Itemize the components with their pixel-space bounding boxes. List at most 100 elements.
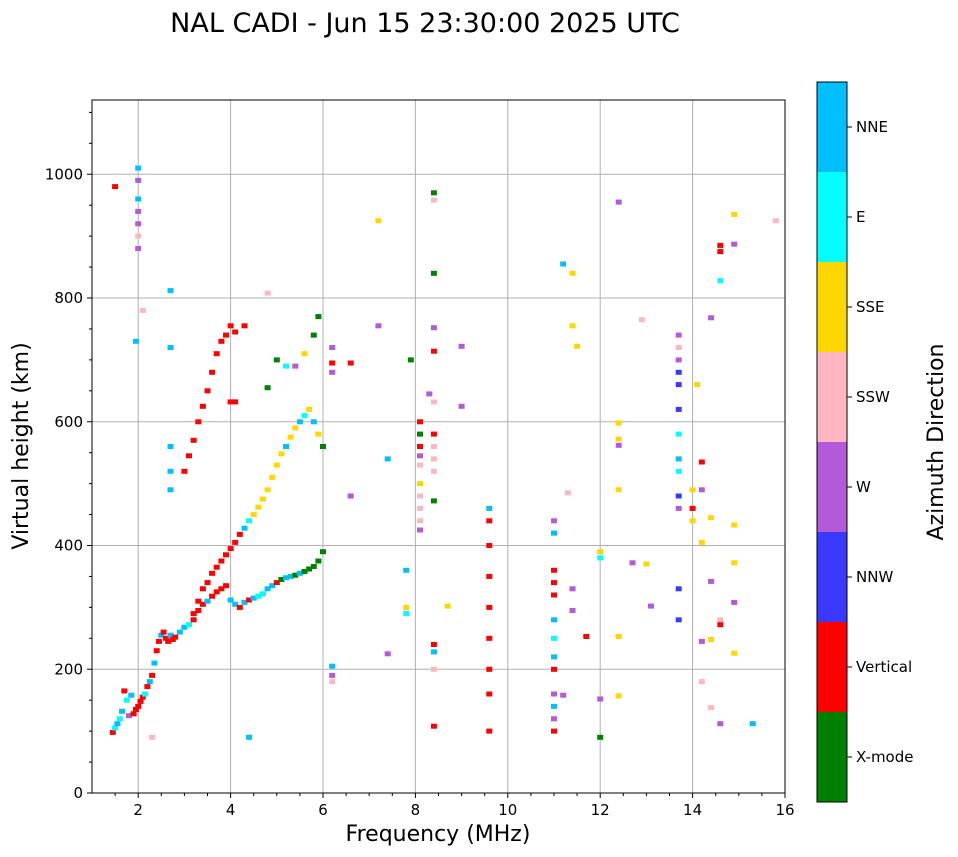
data-point	[417, 431, 423, 437]
data-point	[615, 442, 622, 448]
y-tick-label: 200	[54, 660, 83, 678]
data-point	[292, 572, 299, 578]
data-point	[232, 601, 239, 607]
data-point	[569, 270, 576, 276]
data-point	[717, 617, 724, 623]
data-point	[569, 323, 576, 329]
data-point	[675, 468, 682, 474]
data-point	[615, 436, 622, 442]
data-point	[315, 431, 322, 437]
x-axis-ticks: 2 4 6 8 10 12 14 16	[114, 793, 795, 819]
data-point	[186, 622, 192, 628]
data-point	[218, 586, 225, 592]
data-point	[329, 360, 336, 366]
data-point	[264, 487, 271, 493]
data-point	[675, 357, 682, 363]
data-point	[227, 546, 234, 552]
data-point	[569, 608, 576, 613]
data-point	[292, 363, 299, 369]
data-point	[597, 696, 604, 702]
data-point	[146, 679, 153, 685]
data-point	[142, 691, 149, 697]
data-point	[119, 708, 125, 714]
data-point	[615, 693, 622, 699]
data-point	[698, 638, 705, 644]
y-axis-label: Virtual height (km)	[9, 342, 34, 549]
data-point	[417, 419, 423, 425]
data-point	[195, 598, 202, 604]
data-point	[407, 357, 414, 363]
data-point	[241, 525, 248, 531]
data-point	[708, 515, 715, 521]
data-point	[195, 419, 202, 425]
data-point	[772, 218, 779, 224]
data-point	[615, 634, 622, 639]
data-point	[278, 451, 285, 457]
data-point	[320, 444, 326, 449]
data-point	[375, 323, 382, 329]
data-point	[149, 734, 156, 740]
data-point	[186, 453, 192, 459]
y-tick-label: 0	[73, 784, 83, 802]
colorbar: X-mode Vertical NNW W SSW SSE E NNE	[816, 81, 913, 803]
data-point	[112, 184, 119, 190]
data-point	[310, 564, 317, 569]
colorbar-segment	[817, 352, 847, 442]
data-point	[209, 593, 216, 599]
data-point	[615, 487, 622, 493]
data-point	[199, 586, 206, 592]
data-point	[153, 648, 160, 654]
data-point	[708, 637, 715, 642]
data-point	[156, 638, 162, 644]
data-point	[218, 338, 225, 344]
x-tick-label: 8	[411, 801, 421, 819]
data-point	[551, 580, 557, 586]
data-point	[246, 518, 253, 524]
data-point	[731, 599, 738, 605]
data-point	[675, 431, 682, 437]
data-point	[109, 729, 116, 735]
data-point	[430, 456, 437, 462]
data-point	[564, 490, 571, 496]
data-point	[551, 635, 557, 641]
data-point	[551, 716, 557, 722]
data-point	[698, 459, 705, 465]
x-tick-label: 16	[775, 801, 794, 819]
data-point	[232, 329, 239, 335]
colorbar-label: X-mode	[856, 748, 913, 766]
data-point	[375, 218, 382, 224]
data-point	[675, 617, 682, 623]
data-point	[417, 481, 423, 487]
data-point	[135, 165, 142, 171]
data-point	[121, 688, 128, 694]
data-point	[135, 177, 142, 183]
data-point	[430, 270, 437, 276]
data-point	[698, 679, 705, 685]
data-point	[310, 419, 317, 425]
x-tick-label: 6	[318, 801, 328, 819]
data-point	[135, 221, 142, 227]
data-point	[574, 343, 581, 349]
data-point	[199, 403, 206, 409]
plot-frame	[91, 99, 786, 794]
data-point	[486, 666, 493, 672]
data-point	[181, 624, 188, 630]
data-point	[417, 527, 423, 533]
data-point	[347, 360, 354, 366]
data-point	[283, 363, 289, 369]
data-point	[430, 468, 437, 474]
data-point	[731, 241, 738, 247]
data-point	[123, 697, 130, 703]
data-point	[583, 634, 590, 639]
data-point	[426, 391, 433, 397]
data-point	[694, 382, 701, 388]
data-point	[430, 642, 437, 647]
colorbar-label: Vertical	[856, 658, 912, 676]
data-point	[486, 543, 493, 548]
x-tick-label: 2	[133, 801, 143, 819]
data-point	[255, 504, 262, 510]
data-point	[158, 632, 165, 638]
y-tick-label: 600	[54, 413, 83, 431]
data-point	[199, 601, 206, 607]
data-point	[190, 437, 197, 443]
